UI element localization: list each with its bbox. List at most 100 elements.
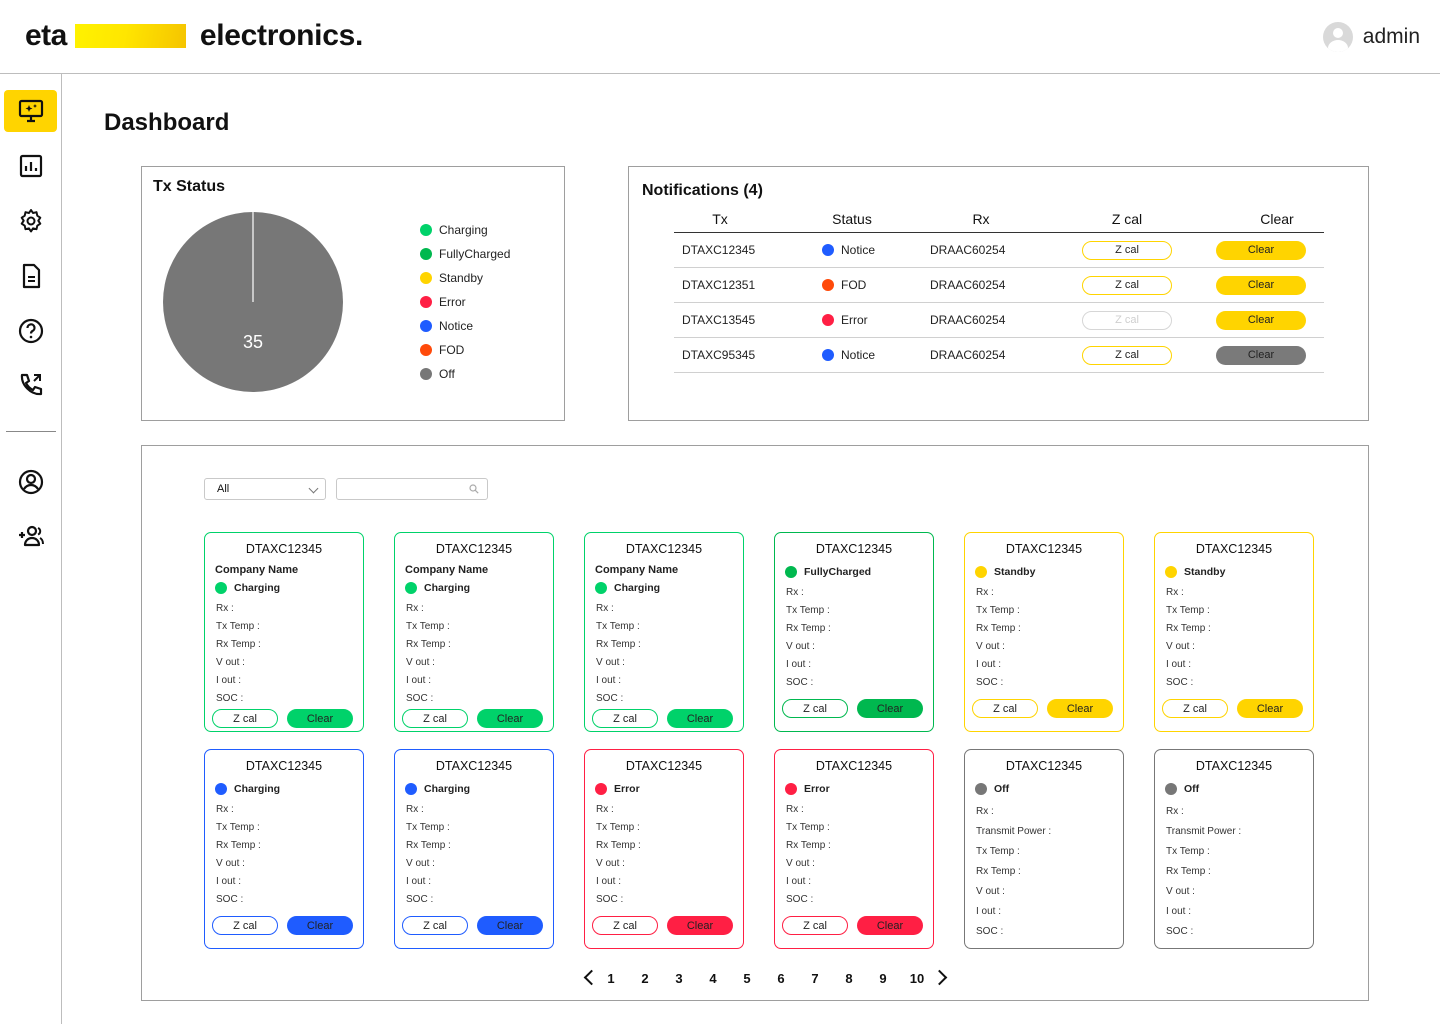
status-badge: Error [785,783,830,795]
sidebar-item-documents[interactable] [4,255,57,297]
sidebar-item-contact[interactable] [4,364,57,406]
page-number[interactable]: 3 [675,970,683,986]
company-name: Company Name [595,564,679,576]
device-field-label: SOC : [216,693,244,704]
device-field-label: Rx Temp : [976,866,1021,877]
zcal-button[interactable]: Z cal [402,709,468,728]
status-text: Charging [424,783,471,795]
page-number[interactable]: 5 [743,970,751,986]
device-field-label: Rx Temp : [596,840,641,851]
sidebar [0,74,62,1024]
page-number[interactable]: 7 [811,970,819,986]
page-number[interactable]: 6 [777,970,785,986]
zcal-button[interactable]: Z cal [782,916,848,935]
page-title: Dashboard [104,109,230,136]
sidebar-item-settings[interactable] [4,200,57,242]
device-field-label: V out : [596,657,625,668]
search-input[interactable] [336,478,488,500]
device-field-label: Rx Temp : [406,639,451,650]
status-badge: Standby [975,566,1035,578]
clear-button[interactable]: Clear [1216,310,1306,330]
status-badge: Standby [1165,566,1225,578]
sidebar-item-account[interactable] [4,461,57,503]
clear-button[interactable]: Clear [287,709,353,728]
add-user-icon [18,525,44,547]
device-card[interactable]: DTAXC12345 Charging Rx : Tx Temp : Rx Temp :… [394,749,554,949]
device-card[interactable]: DTAXC12345 Company Name Charging Rx : Tx Tem… [204,532,364,732]
page-number[interactable]: 8 [845,970,853,986]
clear-button[interactable]: Clear [857,699,923,718]
page-number[interactable]: 1 [607,970,615,986]
clear-button[interactable]: Clear [1216,240,1306,260]
zcal-button[interactable]: Z cal [592,916,658,935]
chevron-left-icon[interactable] [582,968,594,988]
clear-button[interactable]: Clear [667,709,733,728]
notifications-table: Tx Status Rx Z cal Clear DTAXC12345 Notic… [674,211,1324,373]
device-field-label: Rx Temp : [786,623,831,634]
device-field-label: Transmit Power : [1166,826,1242,837]
logo-stripe [74,24,186,48]
phone-icon [20,373,42,396]
user-name: admin [1362,25,1420,48]
status-filter-select[interactable]: All [204,478,326,500]
legend-item: FullyCharged [420,242,510,266]
zcal-button[interactable]: Z cal [782,699,848,718]
zcal-button[interactable]: Z cal [1162,699,1228,718]
zcal-button[interactable]: Z cal [1082,240,1172,260]
sidebar-item-help[interactable] [4,310,57,352]
zcal-button[interactable]: Z cal [1082,275,1172,295]
page-number[interactable]: 2 [641,970,649,986]
device-card[interactable]: DTAXC12345 Off Rx : Transmit Power : Tx Temp… [964,749,1124,949]
device-card[interactable]: DTAXC12345 Company Name Charging Rx : Tx Tem… [394,532,554,732]
status-text: Charging [234,582,281,594]
device-field-label: Rx : [406,804,424,815]
clear-button[interactable]: Clear [477,709,543,728]
chevron-right-icon[interactable] [934,968,946,988]
clear-button[interactable]: Clear [1216,345,1306,365]
device-field-label: V out : [406,657,435,668]
clear-button[interactable]: Clear [667,916,733,935]
clear-button[interactable]: Clear [1047,699,1113,718]
brand-logo[interactable]: eta electronics. [25,16,363,56]
clear-button[interactable]: Clear [1216,275,1306,295]
page-number[interactable]: 9 [879,970,887,986]
device-card[interactable]: DTAXC12345 Off Rx : Transmit Power : Tx Temp… [1154,749,1314,949]
device-card[interactable]: DTAXC12345 Standby Rx : Tx Temp : Rx Temp : V… [1154,532,1314,732]
device-card[interactable]: DTAXC12345 FullyCharged Rx : Tx Temp : Rx Te… [774,532,934,732]
sidebar-item-dashboard[interactable] [4,90,57,132]
status-text: FullyCharged [804,566,872,578]
user-menu[interactable]: admin [1322,20,1420,54]
device-field-label: Tx Temp : [1166,846,1210,857]
device-field-label: V out : [216,858,245,869]
zcal-button[interactable]: Z cal [212,916,278,935]
zcal-button[interactable]: Z cal [402,916,468,935]
status-dot-icon [822,279,834,291]
zcal-button[interactable]: Z cal [972,699,1038,718]
cell-tx: DTAXC95345 [682,348,756,362]
device-field-label: SOC : [786,677,814,688]
sidebar-item-add-user[interactable] [4,515,57,557]
device-id: DTAXC12345 [625,759,703,773]
clear-button[interactable]: Clear [287,916,353,935]
device-id: DTAXC12345 [435,542,513,556]
status-badge: Notice [822,243,875,257]
status-dot-icon [215,783,227,795]
clear-button[interactable]: Clear [857,916,923,935]
page-number[interactable]: 10 [909,970,925,986]
clear-button[interactable]: Clear [477,916,543,935]
device-card[interactable]: DTAXC12345 Charging Rx : Tx Temp : Rx Temp :… [204,749,364,949]
zcal-button[interactable]: Z cal [212,709,278,728]
status-badge: Error [595,783,640,795]
legend-item: FOD [420,338,510,362]
device-card[interactable]: DTAXC12345 Company Name Charging Rx : Tx Tem… [584,532,744,732]
device-card[interactable]: DTAXC12345 Error Rx : Tx Temp : Rx Temp : V o… [584,749,744,949]
column-header-tx: Tx [712,211,728,227]
zcal-button[interactable]: Z cal [1082,345,1172,365]
device-card[interactable]: DTAXC12345 Standby Rx : Tx Temp : Rx Temp : V… [964,532,1124,732]
device-card[interactable]: DTAXC12345 Error Rx : Tx Temp : Rx Temp : V o… [774,749,934,949]
zcal-button[interactable]: Z cal [1082,310,1172,330]
clear-button[interactable]: Clear [1237,699,1303,718]
zcal-button[interactable]: Z cal [592,709,658,728]
sidebar-item-reports[interactable] [4,145,57,187]
page-number[interactable]: 4 [709,970,717,986]
